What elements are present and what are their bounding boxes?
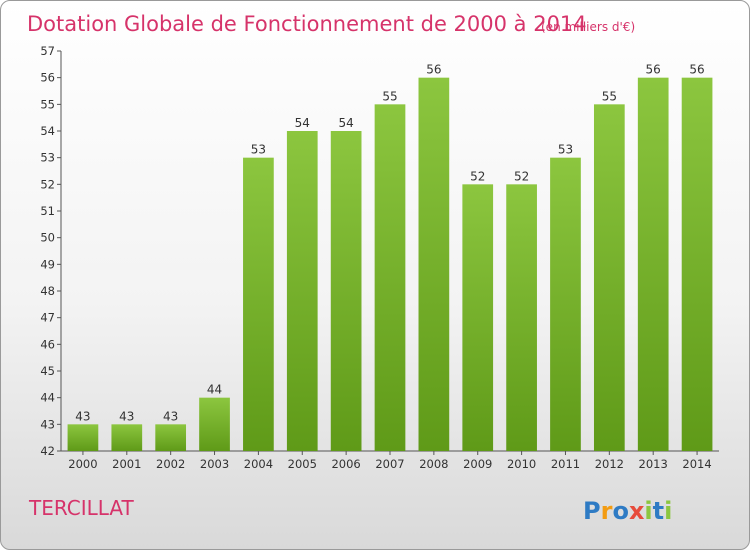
- bar-2005: [286, 131, 318, 451]
- value-label-2005: 54: [295, 116, 310, 130]
- bar-2013: [637, 77, 669, 452]
- bar-2012: [593, 104, 625, 451]
- x-tick-label-2011: 2011: [551, 457, 580, 471]
- y-tick-label: 46: [40, 337, 55, 351]
- bar-2004: [243, 157, 274, 451]
- x-tick-label-2007: 2007: [375, 457, 404, 471]
- value-label-2004: 53: [251, 143, 266, 157]
- y-tick-label: 42: [40, 444, 55, 458]
- y-tick-label: 52: [40, 177, 55, 191]
- value-label-2009: 52: [470, 169, 485, 183]
- y-axis: 42 43 44 45 46 47 48 49 50 51 52 53 54 55 56 57: [40, 44, 62, 458]
- value-label-2011: 53: [558, 143, 573, 157]
- x-tick-label-2014: 2014: [682, 457, 711, 471]
- y-tick-label: 47: [40, 311, 55, 325]
- y-tick-label: 45: [40, 364, 55, 378]
- bar-2001: [111, 424, 143, 451]
- y-tick-label: 51: [40, 204, 55, 218]
- value-label-2003: 44: [207, 383, 222, 397]
- place-name: TERCILLAT: [28, 496, 134, 520]
- value-label-2010: 52: [514, 169, 529, 183]
- chart-subtitle: (en milliers d'€): [541, 20, 635, 34]
- bar-2006: [330, 131, 362, 451]
- value-label-2007: 55: [382, 89, 397, 103]
- x-tick-label-2006: 2006: [331, 457, 360, 471]
- y-tick-label: 56: [40, 71, 55, 85]
- value-label-2000: 43: [75, 409, 90, 423]
- logo-letter: o: [612, 497, 629, 525]
- bar-2008: [418, 77, 450, 452]
- bar-2000: [67, 424, 99, 451]
- bar-2009: [462, 184, 494, 452]
- x-tick-label-2003: 2003: [200, 457, 229, 471]
- proxiti-logo: Proxiti: [583, 497, 672, 525]
- x-tick-label-2013: 2013: [639, 457, 668, 471]
- logo-letter: t: [653, 497, 664, 525]
- x-tick-label-2005: 2005: [288, 457, 317, 471]
- chart-title: Dotation Globale de Fonctionnement de 20…: [27, 12, 587, 36]
- value-label-2001: 43: [119, 409, 134, 423]
- y-tick-label: 53: [40, 151, 55, 165]
- y-tick-label: 50: [40, 231, 55, 245]
- y-tick-label: 43: [40, 417, 55, 431]
- bar-2002: [155, 424, 187, 451]
- x-tick-label-2004: 2004: [244, 457, 273, 471]
- bar-2003: [199, 397, 230, 451]
- x-tick-label-2012: 2012: [595, 457, 624, 471]
- bars: [67, 77, 713, 452]
- value-label-2008: 56: [426, 63, 441, 77]
- logo-letter: r: [601, 497, 613, 525]
- bar-2011: [550, 157, 581, 451]
- logo-letter: i: [644, 497, 652, 525]
- y-tick-label: 49: [40, 257, 55, 271]
- y-tick-label: 57: [40, 44, 55, 58]
- value-label-2013: 56: [646, 63, 661, 77]
- y-tick-label: 48: [40, 284, 55, 298]
- x-tick-label-2002: 2002: [156, 457, 185, 471]
- x-axis: 2000 2001 2002 2003 2004 2005 2006 2007 2008 2009…: [61, 450, 719, 471]
- x-tick-label-2010: 2010: [507, 457, 536, 471]
- value-label-2014: 56: [689, 63, 704, 77]
- value-label-2006: 54: [338, 116, 353, 130]
- value-label-2002: 43: [163, 409, 178, 423]
- value-label-2012: 55: [602, 89, 617, 103]
- y-tick-label: 55: [40, 97, 55, 111]
- logo-letter: P: [583, 497, 601, 525]
- y-tick-label: 44: [40, 391, 55, 405]
- bar-2010: [506, 184, 537, 452]
- y-tick-label: 54: [40, 124, 55, 138]
- x-tick-label-2000: 2000: [68, 457, 97, 471]
- bar-2014: [681, 77, 713, 452]
- value-labels: 43 43 43 44 53 54 54 55 56 52 52 53 55 56 56: [75, 63, 704, 424]
- bar-2007: [374, 104, 406, 451]
- logo-letter: x: [629, 497, 645, 525]
- logo-letter: i: [664, 497, 672, 525]
- x-tick-label-2008: 2008: [419, 457, 448, 471]
- x-tick-label-2009: 2009: [463, 457, 492, 471]
- x-tick-label-2001: 2001: [112, 457, 141, 471]
